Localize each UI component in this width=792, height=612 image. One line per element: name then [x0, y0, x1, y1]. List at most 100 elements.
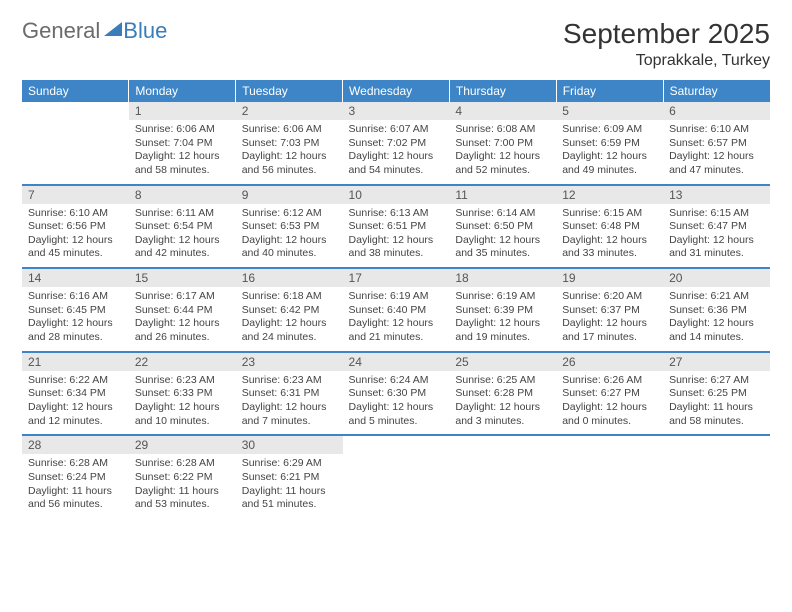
- day-number: 13: [663, 186, 770, 204]
- sunset-text: Sunset: 6:59 PM: [562, 137, 657, 151]
- calendar-day-cell: 1Sunrise: 6:06 AMSunset: 7:04 PMDaylight…: [129, 102, 236, 185]
- calendar-day-cell: [663, 435, 770, 518]
- sunrise-text: Sunrise: 6:18 AM: [242, 290, 337, 304]
- day-body: Sunrise: 6:15 AMSunset: 6:47 PMDaylight:…: [663, 204, 770, 268]
- daylight-text: Daylight: 11 hours and 53 minutes.: [135, 485, 230, 512]
- sunrise-text: Sunrise: 6:20 AM: [562, 290, 657, 304]
- day-number: 18: [449, 269, 556, 287]
- day-number: [663, 436, 770, 454]
- sunrise-text: Sunrise: 6:23 AM: [135, 374, 230, 388]
- weekday-header: Monday: [129, 80, 236, 102]
- day-body: Sunrise: 6:29 AMSunset: 6:21 PMDaylight:…: [236, 454, 343, 518]
- sunset-text: Sunset: 6:45 PM: [28, 304, 123, 318]
- sunrise-text: Sunrise: 6:19 AM: [349, 290, 444, 304]
- daylight-text: Daylight: 12 hours and 52 minutes.: [455, 150, 550, 177]
- daylight-text: Daylight: 12 hours and 42 minutes.: [135, 234, 230, 261]
- sunrise-text: Sunrise: 6:07 AM: [349, 123, 444, 137]
- sunrise-text: Sunrise: 6:29 AM: [242, 457, 337, 471]
- day-number: 6: [663, 102, 770, 120]
- calendar-day-cell: 25Sunrise: 6:25 AMSunset: 6:28 PMDayligh…: [449, 352, 556, 436]
- sunset-text: Sunset: 6:53 PM: [242, 220, 337, 234]
- weekday-header: Sunday: [22, 80, 129, 102]
- title-block: September 2025 Toprakkale, Turkey: [563, 18, 770, 70]
- sunset-text: Sunset: 6:56 PM: [28, 220, 123, 234]
- daylight-text: Daylight: 12 hours and 28 minutes.: [28, 317, 123, 344]
- day-number: 1: [129, 102, 236, 120]
- day-body: Sunrise: 6:23 AMSunset: 6:31 PMDaylight:…: [236, 371, 343, 435]
- sunrise-text: Sunrise: 6:19 AM: [455, 290, 550, 304]
- day-number: 15: [129, 269, 236, 287]
- calendar-day-cell: 3Sunrise: 6:07 AMSunset: 7:02 PMDaylight…: [343, 102, 450, 185]
- sunrise-text: Sunrise: 6:10 AM: [28, 207, 123, 221]
- day-body: Sunrise: 6:06 AMSunset: 7:03 PMDaylight:…: [236, 120, 343, 184]
- day-body: Sunrise: 6:28 AMSunset: 6:24 PMDaylight:…: [22, 454, 129, 518]
- calendar-day-cell: 16Sunrise: 6:18 AMSunset: 6:42 PMDayligh…: [236, 268, 343, 352]
- sunset-text: Sunset: 6:30 PM: [349, 387, 444, 401]
- sunrise-text: Sunrise: 6:28 AM: [135, 457, 230, 471]
- calendar-day-cell: 12Sunrise: 6:15 AMSunset: 6:48 PMDayligh…: [556, 185, 663, 269]
- day-number: 10: [343, 186, 450, 204]
- day-body: Sunrise: 6:08 AMSunset: 7:00 PMDaylight:…: [449, 120, 556, 184]
- day-number: 25: [449, 353, 556, 371]
- daylight-text: Daylight: 12 hours and 54 minutes.: [349, 150, 444, 177]
- calendar-day-cell: 7Sunrise: 6:10 AMSunset: 6:56 PMDaylight…: [22, 185, 129, 269]
- calendar-day-cell: 27Sunrise: 6:27 AMSunset: 6:25 PMDayligh…: [663, 352, 770, 436]
- day-number: 24: [343, 353, 450, 371]
- day-body: Sunrise: 6:10 AMSunset: 6:57 PMDaylight:…: [663, 120, 770, 184]
- sunset-text: Sunset: 6:22 PM: [135, 471, 230, 485]
- calendar-day-cell: 5Sunrise: 6:09 AMSunset: 6:59 PMDaylight…: [556, 102, 663, 185]
- day-number: 2: [236, 102, 343, 120]
- daylight-text: Daylight: 12 hours and 56 minutes.: [242, 150, 337, 177]
- sunrise-text: Sunrise: 6:09 AM: [562, 123, 657, 137]
- day-body: Sunrise: 6:16 AMSunset: 6:45 PMDaylight:…: [22, 287, 129, 351]
- daylight-text: Daylight: 12 hours and 5 minutes.: [349, 401, 444, 428]
- day-number: 28: [22, 436, 129, 454]
- sunrise-text: Sunrise: 6:10 AM: [669, 123, 764, 137]
- sunset-text: Sunset: 6:57 PM: [669, 137, 764, 151]
- calendar-day-cell: 26Sunrise: 6:26 AMSunset: 6:27 PMDayligh…: [556, 352, 663, 436]
- day-number: 20: [663, 269, 770, 287]
- day-body: Sunrise: 6:09 AMSunset: 6:59 PMDaylight:…: [556, 120, 663, 184]
- daylight-text: Daylight: 12 hours and 21 minutes.: [349, 317, 444, 344]
- daylight-text: Daylight: 12 hours and 38 minutes.: [349, 234, 444, 261]
- daylight-text: Daylight: 12 hours and 19 minutes.: [455, 317, 550, 344]
- sunset-text: Sunset: 6:51 PM: [349, 220, 444, 234]
- calendar-day-cell: 19Sunrise: 6:20 AMSunset: 6:37 PMDayligh…: [556, 268, 663, 352]
- calendar-day-cell: 13Sunrise: 6:15 AMSunset: 6:47 PMDayligh…: [663, 185, 770, 269]
- day-body: [343, 454, 450, 516]
- sunrise-text: Sunrise: 6:13 AM: [349, 207, 444, 221]
- daylight-text: Daylight: 12 hours and 45 minutes.: [28, 234, 123, 261]
- day-number: 23: [236, 353, 343, 371]
- daylight-text: Daylight: 12 hours and 31 minutes.: [669, 234, 764, 261]
- sunrise-text: Sunrise: 6:23 AM: [242, 374, 337, 388]
- calendar-day-cell: 18Sunrise: 6:19 AMSunset: 6:39 PMDayligh…: [449, 268, 556, 352]
- sunset-text: Sunset: 6:44 PM: [135, 304, 230, 318]
- logo: General Blue: [22, 18, 167, 44]
- day-body: Sunrise: 6:07 AMSunset: 7:02 PMDaylight:…: [343, 120, 450, 184]
- daylight-text: Daylight: 12 hours and 24 minutes.: [242, 317, 337, 344]
- sunrise-text: Sunrise: 6:28 AM: [28, 457, 123, 471]
- weekday-header: Wednesday: [343, 80, 450, 102]
- sunrise-text: Sunrise: 6:14 AM: [455, 207, 550, 221]
- sunset-text: Sunset: 6:42 PM: [242, 304, 337, 318]
- sunrise-text: Sunrise: 6:24 AM: [349, 374, 444, 388]
- calendar-day-cell: 21Sunrise: 6:22 AMSunset: 6:34 PMDayligh…: [22, 352, 129, 436]
- sunrise-text: Sunrise: 6:15 AM: [562, 207, 657, 221]
- daylight-text: Daylight: 12 hours and 17 minutes.: [562, 317, 657, 344]
- daylight-text: Daylight: 12 hours and 58 minutes.: [135, 150, 230, 177]
- daylight-text: Daylight: 12 hours and 10 minutes.: [135, 401, 230, 428]
- calendar-week-row: 1Sunrise: 6:06 AMSunset: 7:04 PMDaylight…: [22, 102, 770, 185]
- weekday-header: Saturday: [663, 80, 770, 102]
- day-body: Sunrise: 6:26 AMSunset: 6:27 PMDaylight:…: [556, 371, 663, 435]
- day-number: [343, 436, 450, 454]
- calendar-day-cell: 2Sunrise: 6:06 AMSunset: 7:03 PMDaylight…: [236, 102, 343, 185]
- day-body: [556, 454, 663, 516]
- day-number: 14: [22, 269, 129, 287]
- day-number: 22: [129, 353, 236, 371]
- daylight-text: Daylight: 12 hours and 14 minutes.: [669, 317, 764, 344]
- sunrise-text: Sunrise: 6:22 AM: [28, 374, 123, 388]
- calendar-day-cell: [22, 102, 129, 185]
- sunset-text: Sunset: 6:24 PM: [28, 471, 123, 485]
- sunset-text: Sunset: 6:36 PM: [669, 304, 764, 318]
- day-body: Sunrise: 6:28 AMSunset: 6:22 PMDaylight:…: [129, 454, 236, 518]
